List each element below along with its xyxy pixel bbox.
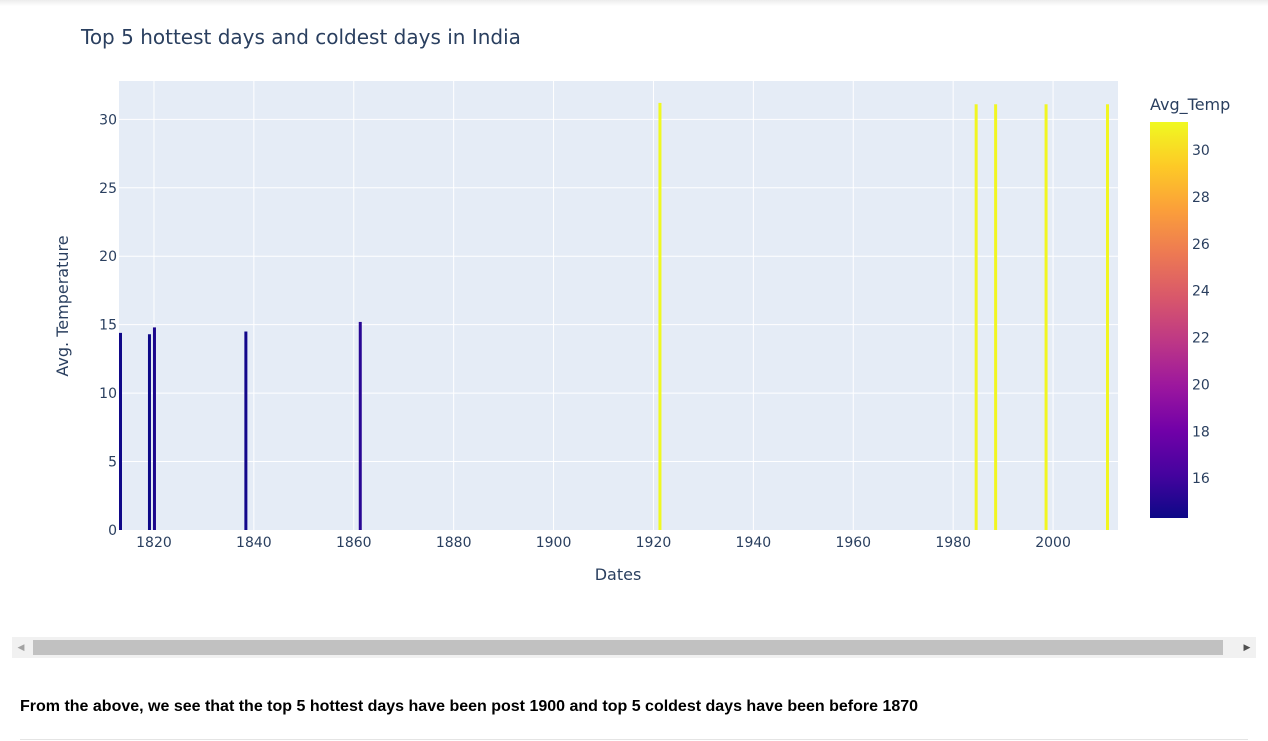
x-axis-ticks: 1820 1840 1860 1880 1900 1920 1940 1960 1980 2000 xyxy=(136,535,1071,551)
colorbar-tick-label: 26 xyxy=(1192,237,1210,253)
colorbar-ticks: 16 18 20 22 24 26 28 30 xyxy=(1192,143,1210,487)
chart-title: Top 5 hottest days and coldest days in I… xyxy=(80,25,521,49)
gridlines xyxy=(119,81,1118,530)
bars xyxy=(118,102,1110,531)
bar xyxy=(152,327,156,530)
x-tick-label: 1940 xyxy=(736,535,772,551)
y-tick-label: 25 xyxy=(99,181,117,197)
bar xyxy=(244,331,248,530)
x-tick-label: 1820 xyxy=(136,535,172,551)
colorbar-tick-label: 22 xyxy=(1192,331,1210,347)
y-axis-label: Avg. Temperature xyxy=(53,235,72,376)
y-tick-label: 0 xyxy=(108,523,117,539)
bar xyxy=(658,102,662,530)
bar xyxy=(358,321,362,530)
colorbar-tick-label: 24 xyxy=(1192,284,1210,300)
x-tick-label: 1980 xyxy=(935,535,971,551)
y-tick-label: 20 xyxy=(99,249,117,265)
bar xyxy=(118,332,122,530)
x-tick-label: 1860 xyxy=(336,535,372,551)
x-tick-label: 1960 xyxy=(835,535,871,551)
x-tick-label: 1920 xyxy=(636,535,672,551)
y-tick-label: 5 xyxy=(108,455,117,471)
bar xyxy=(1044,104,1048,531)
y-tick-label: 10 xyxy=(99,386,117,402)
bar xyxy=(994,104,998,531)
summary-text: From the above, we see that the top 5 ho… xyxy=(20,698,919,715)
colorbar-tick-label: 30 xyxy=(1192,143,1210,159)
y-tick-label: 15 xyxy=(99,318,117,334)
scrollbar-thumb[interactable] xyxy=(33,640,1223,655)
x-axis-label: Dates xyxy=(595,565,642,584)
bar xyxy=(974,104,978,531)
y-tick-label: 30 xyxy=(99,112,117,128)
divider xyxy=(20,739,1248,740)
x-tick-label: 1840 xyxy=(236,535,272,551)
bar xyxy=(1106,104,1110,531)
colorbar-tick-label: 18 xyxy=(1192,424,1210,440)
bar xyxy=(147,334,151,530)
colorbar-tick-label: 20 xyxy=(1192,377,1210,393)
colorbar-tick-label: 28 xyxy=(1192,190,1210,206)
plot-area xyxy=(119,81,1118,530)
colorbar-tick-label: 16 xyxy=(1192,471,1210,487)
y-axis-ticks: 0 5 10 15 20 25 30 xyxy=(99,112,117,539)
x-tick-label: 2000 xyxy=(1035,535,1071,551)
x-tick-label: 1900 xyxy=(536,535,572,551)
scroll-left-icon[interactable]: ◀ xyxy=(17,642,25,653)
top-shadow xyxy=(0,0,1268,6)
colorbar xyxy=(1150,122,1188,518)
bar-chart: Top 5 hottest days and coldest days in I… xyxy=(53,25,1230,584)
x-tick-label: 1880 xyxy=(436,535,472,551)
scroll-right-icon[interactable]: ▶ xyxy=(1243,642,1251,653)
horizontal-scrollbar[interactable]: ◀ ▶ xyxy=(12,637,1256,658)
colorbar-title: Avg_Temp xyxy=(1150,95,1230,115)
